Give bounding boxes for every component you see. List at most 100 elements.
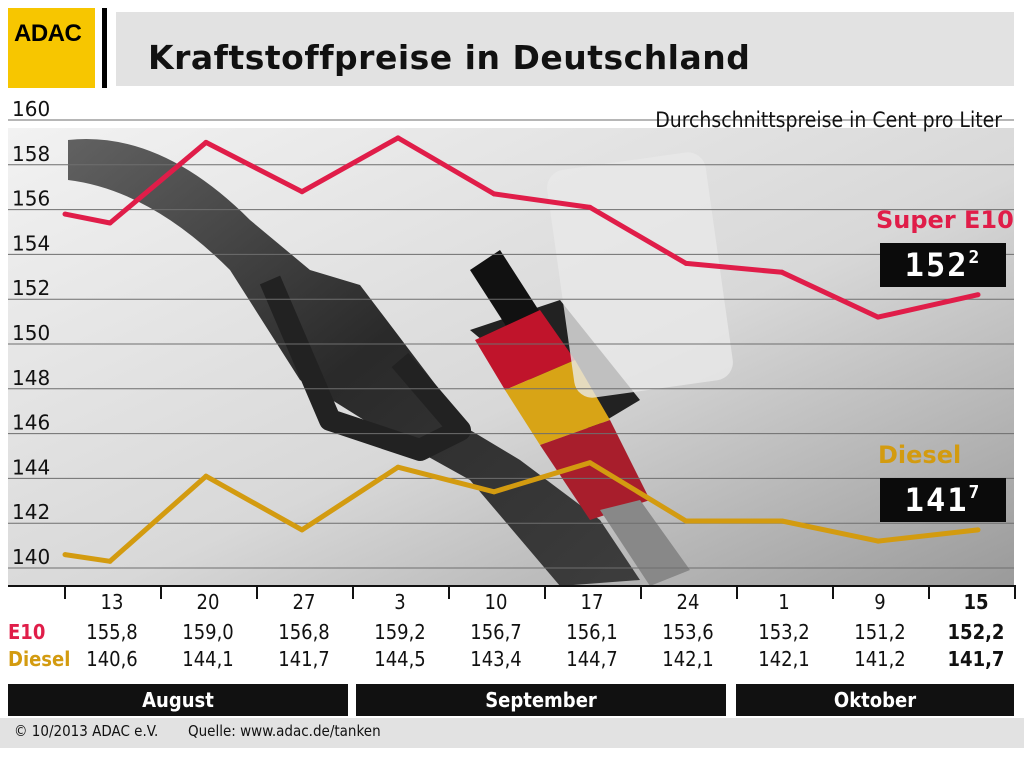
value-diesel: 142,1	[662, 647, 714, 671]
y-tick-label: 150	[12, 321, 50, 345]
month-august: August	[8, 684, 348, 716]
data-point-e10	[62, 211, 68, 217]
e10-display-decimal: 2	[968, 246, 982, 268]
data-point-diesel	[299, 527, 305, 533]
date-label: 10	[484, 590, 508, 614]
value-diesel: 140,6	[86, 647, 138, 671]
month-oktober: Oktober	[736, 684, 1014, 716]
y-tick-label: 160	[12, 100, 50, 121]
data-point-diesel	[203, 473, 209, 479]
data-point-e10	[203, 139, 209, 145]
y-tick-label: 140	[12, 545, 50, 569]
data-point-diesel	[62, 552, 68, 558]
date-label: 17	[580, 590, 604, 614]
y-tick-label: 142	[12, 500, 50, 524]
value-e10: 159,2	[374, 620, 426, 644]
x-axis-line	[8, 585, 1014, 587]
data-point-e10	[395, 135, 401, 141]
value-e10: 156,1	[566, 620, 618, 644]
diesel-display-decimal: 7	[968, 481, 982, 503]
month-september: September	[356, 684, 726, 716]
value-e10: 156,7	[470, 620, 522, 644]
series-points	[62, 135, 981, 564]
data-point-diesel	[107, 558, 113, 564]
source-text: Quelle: www.adac.de/tanken	[188, 722, 381, 740]
value-diesel: 144,7	[566, 647, 618, 671]
logo-divider	[102, 8, 107, 88]
date-label: 20	[196, 590, 220, 614]
fuel-nozzle-illustration	[68, 139, 733, 586]
value-diesel: 144,1	[182, 647, 234, 671]
y-tick-label: 154	[12, 231, 50, 255]
date-label: 27	[292, 590, 316, 614]
column-divider	[64, 585, 66, 599]
data-point-diesel	[779, 518, 785, 524]
column-divider	[736, 585, 738, 599]
data-point-e10	[875, 314, 881, 320]
value-diesel: 141,7	[947, 647, 1005, 671]
column-divider	[256, 585, 258, 599]
value-e10: 151,2	[854, 620, 906, 644]
data-point-diesel	[875, 538, 881, 544]
row-label-diesel: Diesel	[8, 647, 71, 671]
column-divider	[352, 585, 354, 599]
legend-label-diesel: Diesel	[878, 441, 962, 469]
adac-logo: ADAC	[8, 8, 95, 88]
y-tick-label: 158	[12, 142, 50, 166]
value-e10: 159,0	[182, 620, 234, 644]
column-divider	[928, 585, 930, 599]
column-divider	[544, 585, 546, 599]
value-e10: 153,6	[662, 620, 714, 644]
logo-text: ADAC	[14, 20, 82, 47]
title-band	[116, 12, 1014, 86]
data-point-diesel	[395, 464, 401, 470]
legend-label-e10: Super E10	[876, 206, 1014, 234]
value-diesel: 142,1	[758, 647, 810, 671]
y-tick-label: 146	[12, 411, 50, 435]
data-point-diesel	[491, 489, 497, 495]
column-divider	[832, 585, 834, 599]
value-diesel: 141,7	[278, 647, 330, 671]
column-divider	[160, 585, 162, 599]
data-point-e10	[975, 292, 981, 298]
value-diesel: 143,4	[470, 647, 522, 671]
footer: © 10/2013 ADAC e.V. Quelle: www.adac.de/…	[0, 718, 1024, 748]
data-point-e10	[587, 204, 593, 210]
diesel-display-value: 141	[904, 481, 969, 519]
value-diesel: 141,2	[854, 647, 906, 671]
column-divider	[640, 585, 642, 599]
chart-gridlines	[8, 119, 1014, 569]
data-point-diesel	[683, 518, 689, 524]
y-tick-label: 144	[12, 455, 50, 479]
date-label: 3	[394, 590, 406, 614]
data-point-diesel	[975, 527, 981, 533]
date-label: 1	[778, 590, 790, 614]
e10-price-display: 152 2	[880, 243, 1006, 287]
data-point-diesel	[587, 460, 593, 466]
data-point-e10	[683, 260, 689, 266]
data-point-e10	[107, 220, 113, 226]
value-e10: 153,2	[758, 620, 810, 644]
page-title: Kraftstoffpreise in Deutschland	[148, 38, 751, 77]
value-diesel: 144,5	[374, 647, 426, 671]
data-point-e10	[491, 191, 497, 197]
diesel-price-display: 141 7	[880, 478, 1006, 522]
y-tick-label: 148	[12, 366, 50, 390]
date-label: 13	[100, 590, 124, 614]
y-axis-labels: 160 158 156 154 152 150 148 146 144 142 140	[12, 100, 50, 569]
date-label: 9	[874, 590, 886, 614]
data-point-e10	[299, 189, 305, 195]
value-e10: 156,8	[278, 620, 330, 644]
column-divider	[1014, 585, 1016, 599]
column-divider	[448, 585, 450, 599]
fuel-price-chart: 160 158 156 154 152 150 148 146 144 142 140	[8, 100, 1014, 586]
data-point-e10	[779, 269, 785, 275]
date-label: 15	[963, 590, 989, 614]
row-label-e10: E10	[8, 620, 46, 644]
value-e10: 152,2	[947, 620, 1005, 644]
date-label: 24	[676, 590, 700, 614]
y-tick-label: 152	[12, 276, 50, 300]
y-tick-label: 156	[12, 187, 50, 211]
copyright-text: © 10/2013 ADAC e.V.	[14, 722, 159, 740]
e10-display-value: 152	[904, 246, 969, 284]
